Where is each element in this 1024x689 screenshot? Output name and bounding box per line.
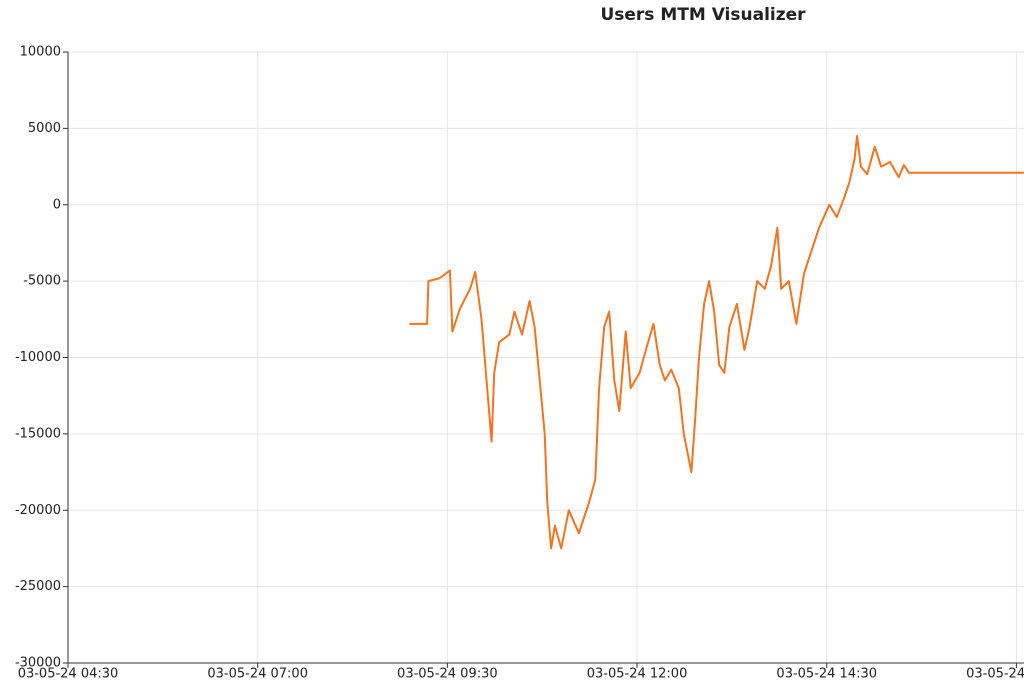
y-tick-label: 10000: [20, 45, 61, 60]
x-tick-label: 03-05-24 07:00: [207, 667, 308, 682]
y-tick-label: -25000: [15, 579, 61, 594]
y-tick-label: 5000: [28, 121, 61, 136]
x-tick-label: 03-05-24 04:30: [18, 667, 119, 682]
data-line: [409, 135, 1024, 550]
y-tick-label: -5000: [23, 274, 61, 289]
x-tick-label: 03-05-24 14:30: [776, 667, 877, 682]
x-tick-label: 03-05-24 12:00: [587, 667, 688, 682]
y-tick-label: -20000: [15, 503, 61, 518]
y-tick-label: -30000: [15, 656, 61, 671]
x-tick-label: 03-05-24 09:30: [397, 667, 498, 682]
x-tick-label: 03-05-24 17:00: [966, 667, 1024, 682]
chart-title: Users MTM Visualizer: [600, 5, 806, 25]
y-tick-label: -15000: [15, 426, 61, 441]
y-tick-label: -10000: [15, 350, 61, 365]
y-tick-label: 0: [53, 197, 61, 212]
